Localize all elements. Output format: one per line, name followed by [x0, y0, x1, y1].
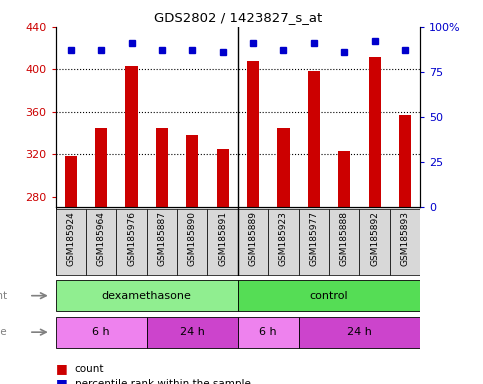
Bar: [86, 209, 116, 275]
Text: GSM185977: GSM185977: [309, 211, 318, 266]
Bar: [277, 128, 289, 207]
Bar: [126, 66, 138, 207]
Text: time: time: [0, 327, 7, 337]
Bar: [298, 316, 420, 348]
Text: control: control: [310, 291, 348, 301]
Bar: [308, 71, 320, 207]
Bar: [177, 209, 208, 275]
Text: ■: ■: [56, 377, 67, 384]
Bar: [399, 115, 411, 207]
Bar: [95, 128, 107, 207]
Text: GSM185891: GSM185891: [218, 211, 227, 266]
Bar: [56, 207, 420, 276]
Bar: [147, 209, 177, 275]
Text: agent: agent: [0, 291, 7, 301]
Bar: [298, 209, 329, 275]
Text: percentile rank within the sample: percentile rank within the sample: [75, 379, 251, 384]
Bar: [156, 128, 168, 207]
Bar: [56, 280, 238, 311]
Text: GSM185893: GSM185893: [400, 211, 410, 266]
Text: 6 h: 6 h: [259, 327, 277, 337]
Bar: [56, 316, 147, 348]
Bar: [56, 209, 86, 275]
Bar: [208, 209, 238, 275]
Text: GSM185887: GSM185887: [157, 211, 167, 266]
Bar: [247, 61, 259, 207]
Title: GDS2802 / 1423827_s_at: GDS2802 / 1423827_s_at: [154, 11, 322, 24]
Text: 6 h: 6 h: [92, 327, 110, 337]
Bar: [147, 316, 238, 348]
Bar: [238, 316, 298, 348]
Bar: [359, 209, 390, 275]
Bar: [65, 156, 77, 207]
Bar: [390, 209, 420, 275]
Bar: [338, 151, 350, 207]
Text: GSM185923: GSM185923: [279, 211, 288, 266]
Bar: [238, 209, 268, 275]
Text: 24 h: 24 h: [347, 327, 372, 337]
Text: GSM185964: GSM185964: [97, 211, 106, 266]
Text: GSM185890: GSM185890: [188, 211, 197, 266]
Bar: [116, 209, 147, 275]
Text: GSM185924: GSM185924: [66, 211, 75, 266]
Bar: [369, 56, 381, 207]
Text: count: count: [75, 364, 104, 374]
Text: dexamethasone: dexamethasone: [102, 291, 192, 301]
Text: GSM185892: GSM185892: [370, 211, 379, 266]
Bar: [329, 209, 359, 275]
Bar: [238, 280, 420, 311]
Bar: [216, 149, 229, 207]
Text: GSM185888: GSM185888: [340, 211, 349, 266]
Text: ■: ■: [56, 362, 67, 375]
Text: GSM185889: GSM185889: [249, 211, 257, 266]
Bar: [268, 209, 298, 275]
Bar: [186, 135, 199, 207]
Text: GSM185976: GSM185976: [127, 211, 136, 266]
Text: 24 h: 24 h: [180, 327, 205, 337]
